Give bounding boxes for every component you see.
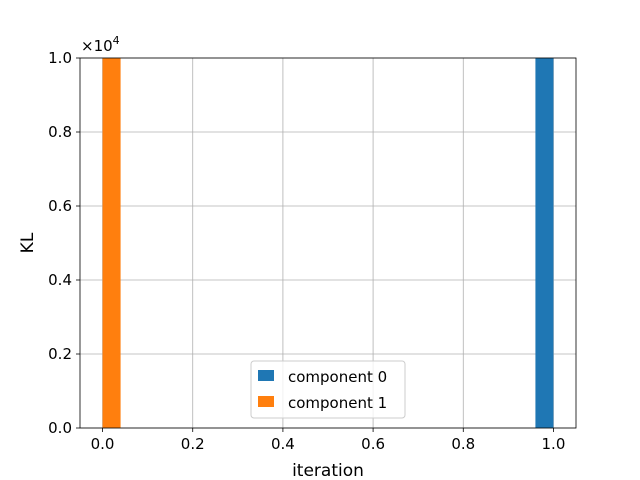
legend-swatch-component-1 — [258, 396, 274, 407]
legend-label-component-1: component 1 — [288, 394, 387, 412]
x-tick-label: 0.8 — [451, 435, 475, 453]
bar-component-1 — [102, 58, 121, 428]
x-tick-label: 0.4 — [271, 435, 295, 453]
x-tick-label: 0.6 — [361, 435, 385, 453]
y-offset-label: ×104 — [81, 34, 120, 55]
y-axis-title: KL — [18, 232, 38, 253]
x-tick-label: 0.0 — [91, 435, 115, 453]
bar-component-0 — [535, 58, 554, 428]
x-axis-title: iteration — [292, 461, 364, 480]
y-tick-label: 0.2 — [48, 345, 72, 363]
y-tick-label: 0.0 — [48, 419, 72, 437]
legend-label-component-0: component 0 — [288, 368, 387, 386]
y-tick-label: 0.8 — [48, 123, 72, 141]
legend-box — [250, 360, 406, 419]
y-tick-label: 1.0 — [48, 49, 72, 67]
x-tick-label: 0.2 — [181, 435, 205, 453]
y-offset-exponent: 4 — [113, 34, 120, 47]
y-axis-ticks: 0.0 0.2 0.4 0.6 0.8 1.0 — [48, 49, 80, 437]
x-tick-label: 1.0 — [542, 435, 566, 453]
y-tick-label: 0.4 — [48, 271, 72, 289]
y-tick-label: 0.6 — [48, 197, 72, 215]
bars-group — [102, 58, 554, 428]
plot-frame — [79, 57, 577, 429]
legend-swatch-component-0 — [258, 370, 274, 381]
legend: component 0 component 1 — [250, 360, 406, 419]
x-axis-ticks: 0.0 0.2 0.4 0.6 0.8 1.0 — [91, 428, 566, 453]
